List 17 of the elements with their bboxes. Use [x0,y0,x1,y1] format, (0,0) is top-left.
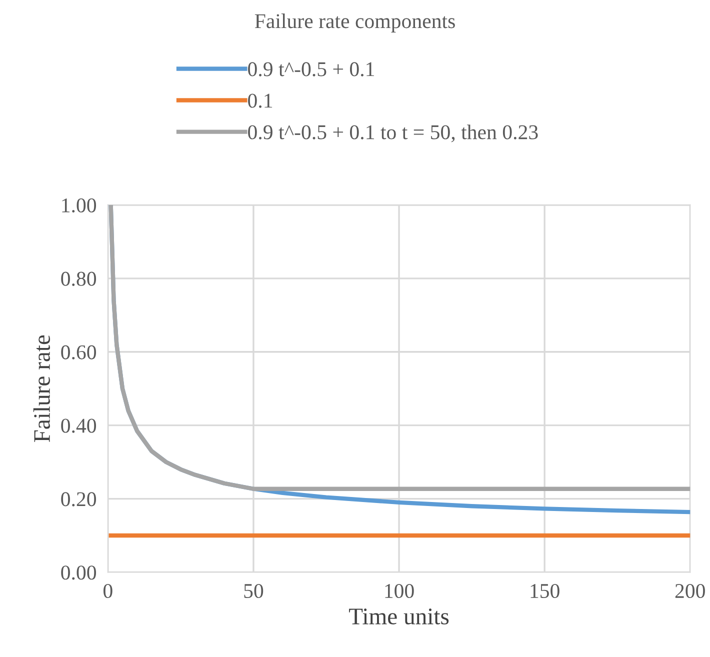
y-tick-label: 0.60 [61,345,96,360]
y-axis-title: Failure rate [33,335,50,442]
x-tick-label: 100 [385,584,414,598]
x-tick-label: 50 [244,584,264,598]
legend-label: 0.9 t^-0.5 + 0.1 [248,62,374,76]
y-tick-label: 0.20 [61,492,96,506]
x-axis-title: Time units [349,608,449,624]
y-tick-label: 0.80 [61,272,96,286]
x-tick-label: 150 [530,584,560,598]
y-tick-label: 1.00 [62,198,96,213]
x-tick-label: 200 [675,584,705,598]
x-tick-label: 0 [104,584,112,598]
y-tick-label: 0.40 [61,418,96,433]
y-tick-label: 0.00 [61,566,96,580]
chart-title: Failure rate components [254,14,455,32]
legend-label: 0.1 [248,94,272,108]
legend-label: 0.9 t^-0.5 + 0.1 to t = 50, then 0.23 [248,124,538,142]
